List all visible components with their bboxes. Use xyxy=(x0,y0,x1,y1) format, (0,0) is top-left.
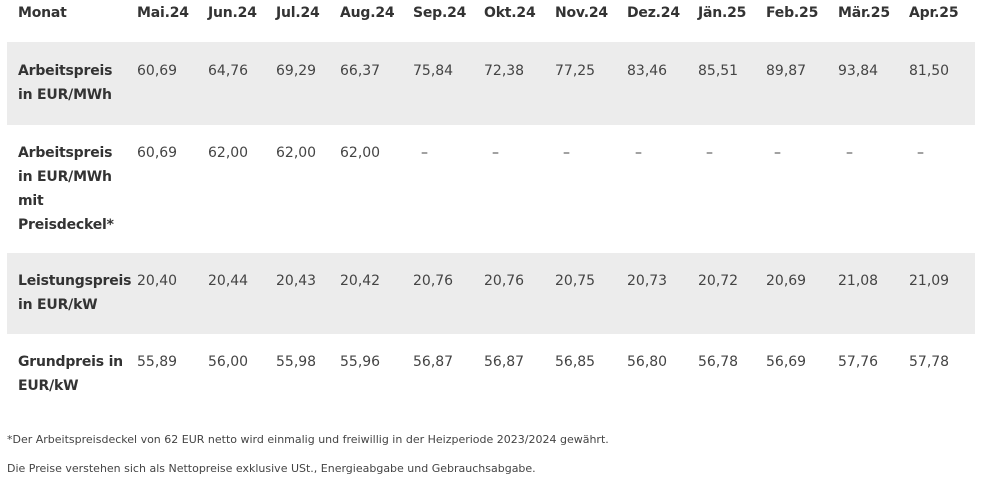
table-cell: 56,85 xyxy=(555,354,596,370)
dash: – xyxy=(635,145,642,161)
table-cell-empty: – xyxy=(627,125,698,253)
dash: – xyxy=(421,145,428,161)
table-cell: 60,69 xyxy=(137,42,208,125)
header-month: Mai.24 xyxy=(137,5,189,21)
table-cell-empty: – xyxy=(555,125,627,253)
row-label-line: in EUR/kW xyxy=(18,297,98,313)
row-label-line: Preisdeckel* xyxy=(18,217,114,233)
table-cell: 89,87 xyxy=(766,42,838,125)
header-month: Nov.24 xyxy=(555,5,608,21)
row-label: Arbeitspreis in EUR/MWh xyxy=(7,42,137,125)
row-label-line: in EUR/MWh xyxy=(18,87,112,103)
table-cell: 72,38 xyxy=(484,42,555,125)
table-cell-empty: – xyxy=(698,125,766,253)
table-cell: 55,89 xyxy=(137,354,178,370)
footnote-net-prices: Die Preise verstehen sich als Nettopreis… xyxy=(7,462,536,475)
table-cell: 55,98 xyxy=(276,354,317,370)
header-month: Sep.24 xyxy=(413,5,467,21)
dash: – xyxy=(846,145,853,161)
table-row-arbeitspreis-preisdeckel: Arbeitspreis in EUR/MWh mit Preisdeckel*… xyxy=(7,125,975,253)
table-cell: 81,50 xyxy=(909,42,975,125)
table-cell: 75,84 xyxy=(413,42,484,125)
table-cell: 57,78 xyxy=(909,354,950,370)
table-cell: 20,73 xyxy=(627,253,698,334)
table-cell: 20,75 xyxy=(555,253,627,334)
table-row-arbeitspreis: Arbeitspreis in EUR/MWh 60,69 64,76 69,2… xyxy=(7,42,975,125)
table-cell: 62,00 xyxy=(208,145,249,161)
table-cell: 20,42 xyxy=(340,253,413,334)
header-month: Apr.25 xyxy=(909,5,959,21)
row-label-line: Leistungspreis xyxy=(18,273,132,289)
header-month: Feb.25 xyxy=(766,5,819,21)
table-cell: 85,51 xyxy=(698,42,766,125)
table-row-grundpreis: Grundpreis in EUR/kW 55,89 56,00 55,98 5… xyxy=(7,334,975,406)
row-label: Arbeitspreis in EUR/MWh mit Preisdeckel* xyxy=(7,125,137,253)
table-cell: 55,96 xyxy=(340,354,381,370)
dash: – xyxy=(917,145,924,161)
footnote-price-cap: *Der Arbeitspreisdeckel von 62 EUR netto… xyxy=(7,433,609,446)
table-cell: 93,84 xyxy=(838,42,909,125)
table-cell: 20,76 xyxy=(413,253,484,334)
table-cell: 64,76 xyxy=(208,42,276,125)
dash: – xyxy=(492,145,499,161)
table-cell: 20,40 xyxy=(137,253,208,334)
table-row-leistungspreis: Leistungspreis in EUR/kW 20,40 20,44 20,… xyxy=(7,253,975,334)
dash: – xyxy=(706,145,713,161)
table-cell: 69,29 xyxy=(276,42,340,125)
table-header-row: Monat Mai.24 Jun.24 Jul.24 Aug.24 Sep.24… xyxy=(7,0,975,42)
header-month: Okt.24 xyxy=(484,5,536,21)
header-month-label: Monat xyxy=(18,5,67,21)
table-cell: 56,87 xyxy=(484,354,525,370)
row-label: Grundpreis in EUR/kW xyxy=(7,334,137,406)
table-cell: 20,76 xyxy=(484,253,555,334)
table-cell: 56,78 xyxy=(698,354,739,370)
table-cell-empty: – xyxy=(484,125,555,253)
table-cell: 56,87 xyxy=(413,354,454,370)
table-cell: 62,00 xyxy=(340,145,381,161)
table-cell: 56,00 xyxy=(208,354,249,370)
table-cell: 20,44 xyxy=(208,253,276,334)
table-cell: 21,09 xyxy=(909,253,975,334)
table-cell: 20,72 xyxy=(698,253,766,334)
header-month: Mär.25 xyxy=(838,5,890,21)
dash: – xyxy=(563,145,570,161)
header-month: Jun.24 xyxy=(208,5,257,21)
table-cell: 77,25 xyxy=(555,42,627,125)
table-cell-empty: – xyxy=(766,125,838,253)
table-cell: 56,80 xyxy=(627,354,668,370)
table-cell: 21,08 xyxy=(838,253,909,334)
table-cell: 20,43 xyxy=(276,253,340,334)
header-month: Aug.24 xyxy=(340,5,395,21)
row-label-line: mit xyxy=(18,193,44,209)
table-cell-empty: – xyxy=(413,125,484,253)
dash: – xyxy=(774,145,781,161)
row-label-line: Arbeitspreis xyxy=(18,63,113,79)
table-cell-empty: – xyxy=(838,125,909,253)
row-label-line: Arbeitspreis xyxy=(18,145,113,161)
row-label: Leistungspreis in EUR/kW xyxy=(7,253,137,334)
row-label-line: in EUR/MWh xyxy=(18,169,112,185)
header-month: Jän.25 xyxy=(698,5,747,21)
table-cell: 57,76 xyxy=(838,354,879,370)
table-cell: 20,69 xyxy=(766,253,838,334)
price-table: Monat Mai.24 Jun.24 Jul.24 Aug.24 Sep.24… xyxy=(7,0,975,406)
table-cell: 56,69 xyxy=(766,354,807,370)
header-month: Dez.24 xyxy=(627,5,680,21)
table-cell: 60,69 xyxy=(137,145,178,161)
row-label-line: EUR/kW xyxy=(18,378,79,394)
table-cell: 66,37 xyxy=(340,42,413,125)
table-cell: 62,00 xyxy=(276,145,317,161)
row-label-line: Grundpreis in xyxy=(18,354,123,370)
table-cell: 83,46 xyxy=(627,42,698,125)
header-month: Jul.24 xyxy=(276,5,320,21)
table-cell-empty: – xyxy=(909,125,975,253)
